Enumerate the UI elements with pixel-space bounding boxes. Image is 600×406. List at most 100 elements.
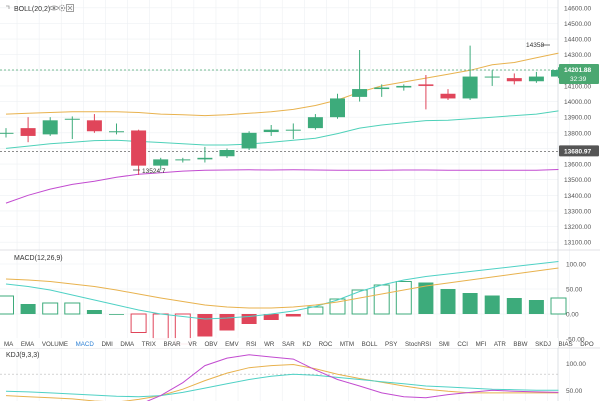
macd-histogram-bar [42, 302, 59, 315]
macd-histogram-bar [0, 295, 14, 315]
macd-histogram-bar [86, 310, 102, 314]
macd-line [5, 261, 559, 320]
indicator-tab-macd[interactable]: MACD [76, 341, 95, 348]
tabs-background [0, 338, 558, 348]
price-tick-label: 14100.00 [564, 83, 591, 90]
macd-histogram-bar [462, 293, 478, 314]
price-tick-label: 13300.00 [564, 208, 591, 215]
indicator-tab-boll[interactable]: BOLL [362, 341, 378, 348]
candle-body [219, 150, 235, 157]
candle-body [197, 157, 213, 160]
candle-body [528, 76, 544, 82]
indicator-tab-wr[interactable]: WR [264, 341, 275, 348]
macd-tick-label: 50.00 [566, 287, 583, 294]
indicator-tab-roc[interactable]: ROC [319, 341, 333, 348]
candles [0, 45, 566, 175]
price-tick-label: 13100.00 [564, 240, 591, 247]
indicator-tab-sar[interactable]: SAR [282, 341, 295, 348]
macd-indicator [0, 261, 567, 345]
candle-body [484, 76, 500, 78]
low-annotation: 13524.7 [142, 168, 166, 175]
candle-body [352, 89, 368, 97]
indicator-tab-dmi[interactable]: DMI [101, 341, 113, 348]
candle-body [153, 159, 169, 166]
indicator-tab-rsi[interactable]: RSI [246, 341, 257, 348]
panel-settings-icon[interactable] [6, 5, 10, 9]
macd-histogram-bar [440, 289, 456, 314]
indicator-tab-kd[interactable]: KD [302, 341, 311, 348]
macd-histogram-bar [528, 300, 544, 314]
macd-histogram-bar [263, 314, 279, 320]
price-tick-label: 14400.00 [564, 37, 591, 44]
last-price-tag[interactable] [559, 64, 599, 85]
macd-histogram-bar [484, 295, 500, 314]
indicator-tab-dma[interactable]: DMA [120, 341, 135, 348]
macd-histogram-bar [351, 289, 368, 315]
macd-tick-label: 0.00 [566, 312, 579, 319]
price-tick-label: 14300.00 [564, 52, 591, 59]
candle-body [307, 117, 323, 129]
macd-histogram-bar [506, 298, 522, 314]
indicator-tab-bias[interactable]: BIAS [559, 341, 573, 348]
candle-body [330, 98, 345, 118]
macd-histogram-bar [373, 284, 390, 315]
kdj-tick-label: 100.00 [566, 361, 586, 368]
candle-body [418, 84, 434, 86]
indicator-tab-psy[interactable]: PSY [385, 341, 397, 348]
macd-histogram-bar [197, 314, 213, 337]
indicator-tab-stochrsi[interactable]: StochRSI [405, 341, 431, 348]
macd-histogram-bar [550, 297, 567, 315]
candle-body [0, 132, 14, 134]
indicator-tab-cci[interactable]: CCI [457, 341, 468, 348]
indicator-tab-emv[interactable]: EMV [225, 341, 239, 348]
macd-histogram-bar [152, 313, 169, 340]
candle-body [64, 118, 80, 120]
price-tick-label: 14600.00 [564, 5, 591, 12]
indicator-tab-skdj[interactable]: SKDJ [535, 341, 551, 348]
price-tick-label: 14000.00 [564, 99, 591, 106]
gear-icon[interactable] [58, 4, 66, 12]
indicator-tab-brar[interactable]: BRAR [163, 341, 181, 348]
price-tick-label: 13600.00 [564, 162, 591, 169]
candle-body [551, 70, 566, 77]
indicator-tab-mtm[interactable]: MTM [340, 341, 354, 348]
price-tick-label: 13900.00 [564, 115, 591, 122]
boll-upper-line [5, 52, 559, 117]
indicator-tab-bbw[interactable]: BBW [513, 341, 527, 348]
candle-body [462, 76, 478, 99]
indicator-tab-volume[interactable]: VOLUME [42, 341, 68, 348]
boll-middle-line [5, 110, 559, 149]
high-annotation: 14358 [526, 42, 544, 49]
indicator-tab-vr[interactable]: VR [188, 341, 197, 348]
level-tag [559, 145, 599, 157]
candle-body [86, 120, 102, 132]
candle-body [241, 132, 257, 149]
candle-body [42, 120, 58, 135]
price-tick-label: 13500.00 [564, 177, 591, 184]
macd-tick-label: -50.00 [566, 337, 585, 344]
macd-histogram-bar [64, 302, 81, 315]
boll-lower-line [5, 169, 559, 204]
indicator-tab-atr[interactable]: ATR [494, 341, 506, 348]
macd-histogram-bar [109, 314, 124, 315]
indicator-tab-trix[interactable]: TRIX [142, 341, 156, 348]
candle-body [396, 85, 412, 88]
macd-tick-label: 100.00 [566, 262, 586, 269]
indicator-tab-dpo[interactable]: DPO [580, 341, 594, 348]
macd-histogram-bar [130, 313, 147, 333]
macd-histogram-bar [219, 314, 235, 331]
indicator-tab-ma[interactable]: MA [4, 341, 14, 348]
close-icon[interactable] [66, 4, 74, 12]
boll-lines [0, 52, 559, 204]
kdj-d-line [5, 373, 559, 398]
indicator-tab-mfi[interactable]: MFI [476, 341, 487, 348]
candle-body [263, 129, 279, 133]
indicator-tab-smi[interactable]: SMI [439, 341, 450, 348]
candle-body [374, 87, 390, 90]
macd-histogram-bar [20, 304, 36, 314]
macd-histogram-bar [395, 281, 412, 315]
indicator-tab-obv[interactable]: OBV [204, 341, 218, 348]
indicator-tab-ema[interactable]: EMA [21, 341, 35, 348]
